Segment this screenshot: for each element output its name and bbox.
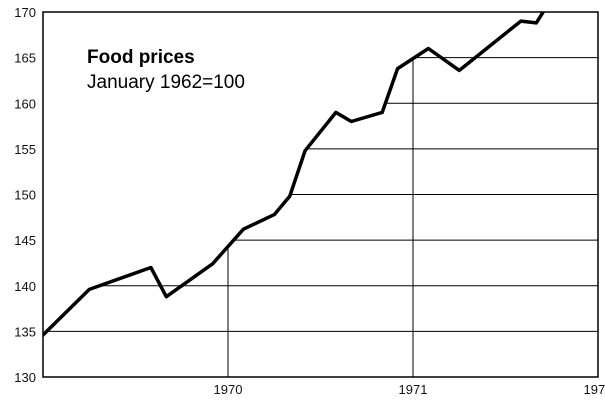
y-tick-label: 140 — [14, 279, 36, 294]
y-tick-label: 170 — [14, 5, 36, 20]
y-tick-label: 130 — [14, 370, 36, 385]
y-tick-label: 145 — [14, 233, 36, 248]
x-tick-label: 1970 — [214, 382, 243, 397]
y-tick-label: 150 — [14, 188, 36, 203]
chart-title: Food prices — [87, 47, 195, 68]
x-tick-label: 1971 — [399, 382, 428, 397]
y-tick-label: 135 — [14, 324, 36, 339]
x-tick-label: 1972 — [584, 382, 605, 397]
title-backdrop — [82, 40, 274, 98]
y-tick-label: 165 — [14, 51, 36, 66]
y-tick-label: 155 — [14, 142, 36, 157]
chart-subtitle: January 1962=100 — [87, 72, 245, 93]
y-tick-label: 160 — [14, 96, 36, 111]
food-price-series-line — [43, 12, 546, 337]
